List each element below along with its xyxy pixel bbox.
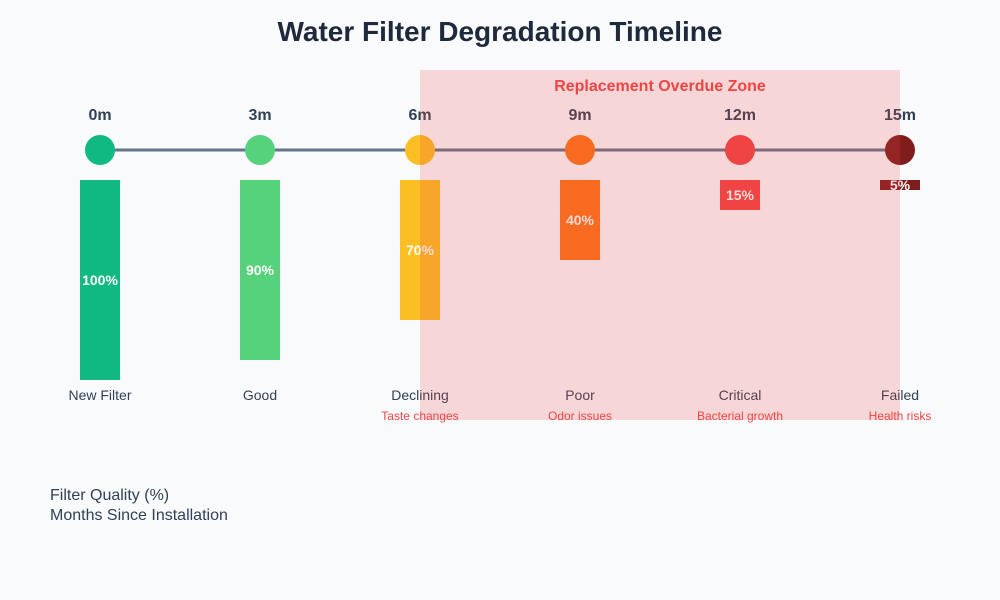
- stage-label: Good: [243, 387, 277, 403]
- month-label: 0m: [88, 107, 111, 124]
- milestone-dot: [405, 135, 435, 165]
- stage-note: Odor issues: [548, 409, 612, 423]
- bar-value-label: 40%: [566, 212, 595, 228]
- stage-note: Bacterial growth: [697, 409, 783, 423]
- stage-label: Poor: [565, 387, 595, 403]
- stage-label: New Filter: [68, 387, 131, 403]
- bar-value-label: 15%: [726, 187, 755, 203]
- quality-bar: [240, 180, 280, 360]
- stage-note: Taste changes: [381, 409, 458, 423]
- month-label: 9m: [568, 107, 591, 124]
- milestone-dot: [245, 135, 275, 165]
- quality-bar: [880, 180, 920, 190]
- bar-value-label: 90%: [246, 262, 275, 278]
- legend-quality: Filter Quality (%): [50, 487, 169, 504]
- milestone-dot: [565, 135, 595, 165]
- stage-label: Failed: [881, 387, 919, 403]
- stage-label: Critical: [719, 387, 762, 403]
- milestone-dot: [725, 135, 755, 165]
- legend-months: Months Since Installation: [50, 507, 228, 524]
- month-label: 3m: [248, 107, 271, 124]
- quality-bar: [720, 180, 760, 210]
- milestone-dot: [85, 135, 115, 165]
- bar-value-label: 70%: [406, 242, 435, 258]
- stage-label: Declining: [391, 387, 449, 403]
- overdue-zone: [420, 70, 900, 420]
- milestone-dot: [885, 135, 915, 165]
- month-label: 6m: [408, 107, 431, 124]
- quality-bar: [80, 180, 120, 380]
- month-label: 12m: [724, 107, 756, 124]
- bar-value-label: 5%: [890, 177, 911, 193]
- month-label: 15m: [884, 107, 916, 124]
- overdue-zone-label: Replacement Overdue Zone: [554, 78, 766, 95]
- chart-title: Water Filter Degradation Timeline: [278, 16, 723, 47]
- bar-value-label: 100%: [82, 272, 118, 288]
- stage-note: Health risks: [869, 409, 932, 423]
- quality-bar: [560, 180, 600, 260]
- quality-bar: [400, 180, 440, 320]
